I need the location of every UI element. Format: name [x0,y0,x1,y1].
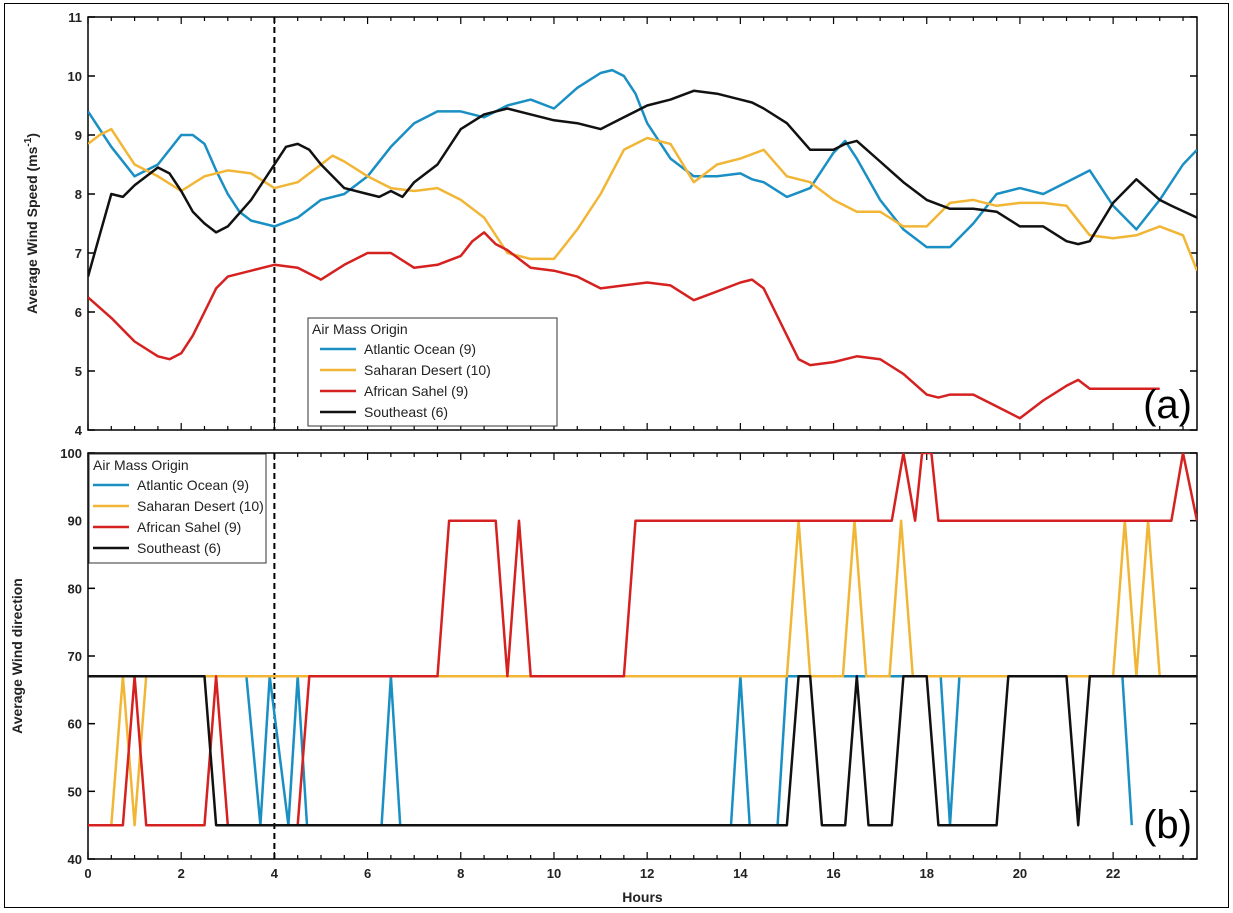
legend-label-atlantic: Atlantic Ocean (9) [364,341,476,357]
y-tick-label: 50 [68,784,82,799]
y-tick-label: 100 [60,446,82,461]
y-tick-label: 9 [75,128,82,143]
x-tick-label: 0 [84,866,91,881]
series-line-southeast [88,89,1197,277]
x-tick-label: 4 [271,866,279,881]
legend-title: Air Mass Origin [93,457,189,473]
legend-box [88,453,267,564]
y-tick-label: 80 [68,581,82,596]
y-axis-label-suffix: ) [24,133,40,138]
panel-letter: (a) [1143,383,1192,427]
series-line-saharan [88,519,1197,827]
y-tick-label: 7 [75,246,82,261]
panel-a-wind-speed: 4 5 6 7 8 9 10 11 Average Wind Speed (ms-1) Air M… [23,10,1198,438]
x-axis-label: Hours [622,889,663,905]
legend-label-sahel: African Sahel (9) [137,519,241,535]
legend-label-southeast: Southeast (6) [364,404,448,420]
legend-title: Air Mass Origin [312,321,408,337]
x-tick-label: 12 [640,866,654,881]
panel-b-wind-direction: 40 50 60 70 80 90 100 0 2 4 6 8 10 12 14 16 18 20 22 Hours A… [9,446,1198,905]
x-tick-label: 10 [547,866,561,881]
x-tick-label: 6 [364,866,371,881]
x-tick-label: 18 [920,866,934,881]
x-tick-label: 8 [457,866,464,881]
y-tick-label: 8 [75,187,82,202]
plot-area-box [87,16,1198,431]
y-tick-label: 6 [75,305,82,320]
y-axis-label: Average Wind Speed (ms-1) [23,133,40,314]
series-line-saharan [88,127,1197,272]
y-tick-label: 11 [68,10,82,25]
y-axis-label-superscript: -1 [23,137,34,146]
x-tick-label: 14 [733,866,748,881]
series-line-southeast [88,675,1197,827]
legend-label-saharan: Saharan Desert (10) [137,498,264,514]
y-axis-label: Average Wind direction [9,578,25,734]
legend-label-southeast: Southeast (6) [137,540,221,556]
y-tick-label: 10 [68,69,82,84]
series-line-atlantic [88,675,1134,827]
x-tick-label: 20 [1013,866,1027,881]
y-tick-label: 70 [68,649,82,664]
x-tick-label: 22 [1106,866,1120,881]
series-line-sahel [88,232,1197,418]
y-tick-label: 4 [75,423,83,438]
x-tick-label: 2 [178,866,185,881]
series-line-atlantic [88,68,1197,249]
series-line-sahel [88,453,1197,827]
y-tick-label: 40 [68,852,82,867]
panel-letter: (b) [1143,803,1192,847]
y-tick-label: 5 [75,364,82,379]
legend-label-sahel: African Sahel (9) [364,383,468,399]
legend-label-saharan: Saharan Desert (10) [364,362,491,378]
y-tick-label: 60 [68,717,82,732]
x-tick-label: 16 [826,866,840,881]
y-tick-label: 90 [68,514,82,529]
legend-box [307,317,558,427]
legend-label-atlantic: Atlantic Ocean (9) [137,477,249,493]
